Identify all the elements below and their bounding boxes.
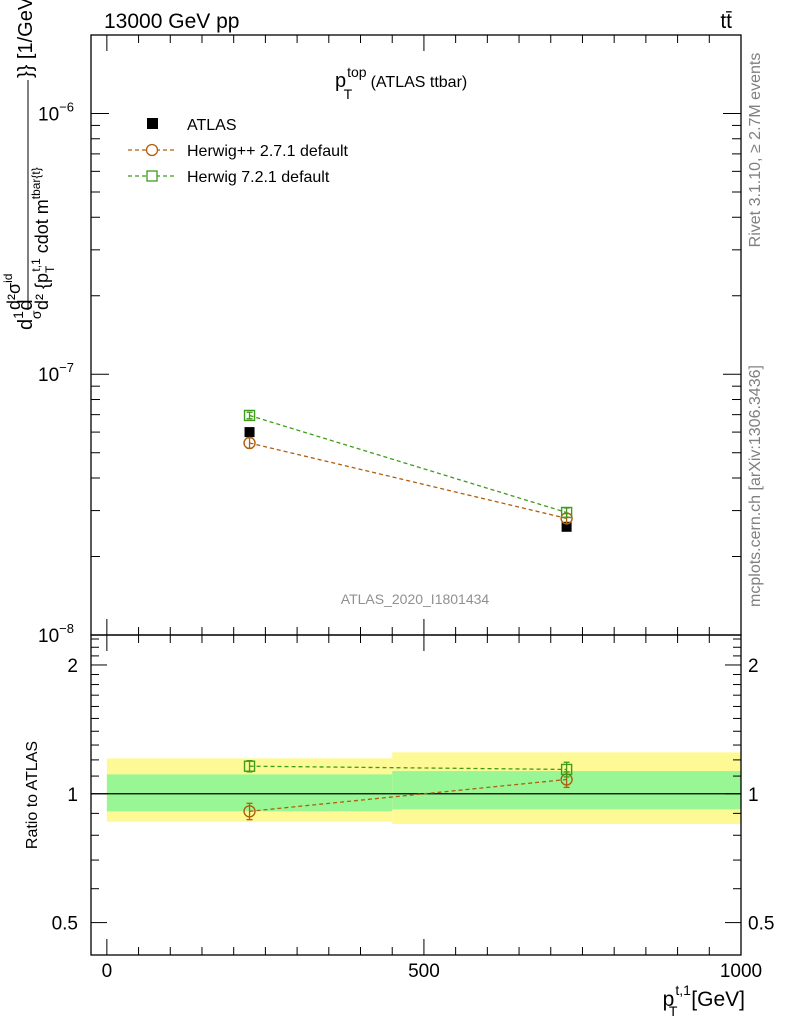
legend: ATLAS Herwig++ 2.7.1 default Herwig 7.2.… — [128, 117, 349, 186]
xlabel: pt,1 T [GeV] — [663, 982, 745, 1019]
x-tick-label: 500 — [408, 961, 440, 982]
ratio-y-tick-label-right: 1 — [748, 785, 759, 806]
ratio-herwigpp-point — [243, 805, 256, 818]
analysis-label: ATLAS_2020_I1801434 — [341, 591, 490, 607]
legend-herwigpp-label: Herwig++ 2.7.1 default — [187, 143, 349, 160]
y-tick-label: 10−7 — [38, 360, 74, 386]
legend-atlas-marker — [147, 118, 158, 129]
axes-ticks: 10−8 10−7 10−6 0.5 0.5 1 1 2 2 0 500 1000 — [38, 34, 774, 982]
ratio-ylabel: Ratio to ATLAS — [24, 741, 41, 849]
ratio-y-tick-label-left: 2 — [67, 656, 78, 677]
legend-atlas-label: ATLAS — [187, 117, 237, 134]
atlas-data-point — [561, 521, 572, 532]
ratio-herwig7-point — [243, 760, 256, 772]
legend-herwig7-label: Herwig 7.2.1 default — [187, 169, 330, 186]
series-line-2 — [249, 414, 567, 514]
ratio-uncertainty-bands — [106, 752, 741, 824]
herwigpp-data-point — [243, 436, 256, 450]
ratio-y-tick-label-right: 0.5 — [748, 914, 774, 935]
x-tick-label: 0 — [102, 961, 113, 982]
herwig7-data-point — [560, 506, 573, 519]
ratio-frame — [90, 634, 742, 956]
rivet-version-label: Rivet 3.1.10, ≥ 2.7M events — [747, 53, 764, 248]
herwig7-data-point — [243, 409, 256, 422]
atlas-data-point — [244, 427, 255, 438]
plot-title: ptop T (ATLAS ttbar) — [335, 64, 467, 102]
y-tick-label: 10−8 — [38, 621, 74, 647]
process-label: tt̄ — [720, 10, 732, 33]
ratio-y-tick-label-left: 1 — [67, 785, 78, 806]
data-marks — [243, 409, 573, 821]
x-tick-label: 1000 — [720, 961, 762, 982]
svg-text:d² {pTt,1 cdot mtbar{t}: d² {pTt,1 cdot mtbar{t} — [29, 167, 57, 310]
svg-text:d²σid: d²σid — [1, 274, 24, 310]
energy-label: 13000 GeV pp — [104, 10, 239, 33]
main-ylabel: d1 σd d²σid d² {pTt,1 cdot mtbar{t} }} [1… — [1, 0, 57, 330]
ratio-herwig7-point — [560, 763, 573, 776]
svg-text:}} [1/GeV2]: }} [1/GeV2] — [11, 0, 37, 78]
legend-herwigpp-marker — [145, 143, 159, 157]
series-line-1 — [249, 442, 567, 520]
ratio-y-tick-label-right: 2 — [748, 656, 759, 677]
ratio-y-tick-label-left: 0.5 — [52, 914, 78, 935]
ratio-line-1 — [249, 765, 567, 771]
y-tick-label: 10−6 — [38, 99, 74, 125]
legend-herwig7-marker — [146, 170, 158, 182]
mcplots-label: mcplots.cern.ch [arXiv:1306.3436] — [747, 365, 764, 607]
